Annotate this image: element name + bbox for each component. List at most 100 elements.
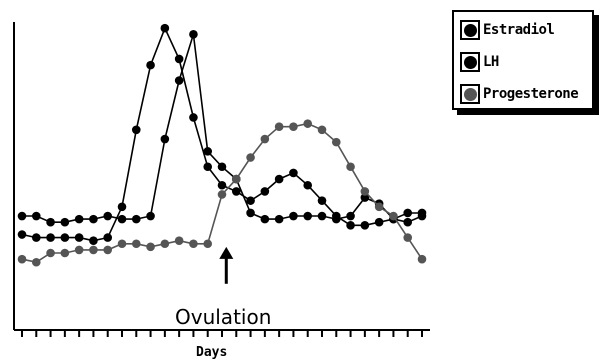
data-point <box>60 217 70 227</box>
data-point <box>417 254 427 264</box>
data-point <box>131 214 141 224</box>
data-point <box>374 202 384 212</box>
data-point <box>160 239 170 249</box>
data-point <box>289 211 298 221</box>
data-point <box>246 208 255 218</box>
legend-item-lh: LH <box>460 50 499 74</box>
data-point <box>346 162 355 172</box>
data-point <box>360 187 370 196</box>
data-point <box>189 239 198 249</box>
data-point <box>303 211 313 221</box>
data-point <box>17 254 27 264</box>
series-line-lh <box>21 26 423 242</box>
data-point <box>17 230 27 239</box>
data-point <box>360 193 370 202</box>
data-point <box>174 54 184 64</box>
x-axis-label: Days <box>196 345 228 360</box>
legend-label-progesterone: Progesterone <box>483 86 579 102</box>
data-point <box>289 122 298 132</box>
data-point <box>117 214 127 224</box>
data-point <box>146 60 155 70</box>
data-point <box>146 211 155 221</box>
data-point <box>131 125 141 135</box>
data-point <box>217 180 227 190</box>
data-point <box>74 214 84 224</box>
chart-axes <box>13 22 430 337</box>
data-point <box>260 187 270 196</box>
legend-label-estradiol: Estradiol <box>483 22 555 38</box>
data-point <box>74 233 84 242</box>
data-point <box>103 245 113 255</box>
data-point <box>131 239 141 249</box>
legend-box: Estradiol LH Progesterone <box>452 10 594 110</box>
data-point <box>189 113 198 122</box>
legend-item-estradiol: Estradiol <box>460 18 555 42</box>
data-point <box>260 214 270 224</box>
data-point <box>117 202 127 212</box>
data-point <box>160 134 170 144</box>
series-estradiol <box>17 30 427 227</box>
data-point <box>103 233 113 242</box>
data-point <box>303 119 313 128</box>
legend-label-lh: LH <box>483 54 499 70</box>
legend-swatch-lh <box>460 52 480 72</box>
data-point <box>246 153 255 162</box>
data-point <box>346 220 355 230</box>
annotation-layer <box>219 246 234 284</box>
series-progesterone <box>17 119 427 267</box>
legend-item-progesterone: Progesterone <box>460 82 579 106</box>
data-point <box>417 211 427 221</box>
data-point <box>346 211 355 221</box>
data-point <box>217 162 227 172</box>
data-point <box>31 211 41 221</box>
legend-dot-estradiol <box>463 23 477 37</box>
data-point <box>174 76 184 85</box>
legend-swatch-estradiol <box>460 20 480 40</box>
data-point <box>60 248 70 258</box>
data-point <box>274 122 284 132</box>
data-point <box>174 236 184 245</box>
data-point <box>317 211 327 221</box>
data-point <box>317 196 327 205</box>
data-point <box>274 174 284 184</box>
data-point <box>46 217 55 227</box>
data-point <box>274 214 284 224</box>
data-point <box>360 220 370 230</box>
data-point <box>17 211 27 221</box>
ovulation-arrow-head <box>219 246 234 259</box>
data-point <box>160 23 170 33</box>
data-point <box>203 147 213 156</box>
legend: Estradiol LH Progesterone <box>452 10 599 115</box>
data-point <box>374 217 384 227</box>
data-point <box>203 162 213 172</box>
legend-dot-lh <box>463 55 477 69</box>
data-point <box>403 217 413 227</box>
data-point <box>289 168 298 178</box>
data-point <box>117 239 127 249</box>
data-point <box>146 242 155 252</box>
data-point <box>303 180 313 190</box>
data-point <box>331 137 341 147</box>
data-point <box>60 233 70 242</box>
data-point <box>31 257 41 267</box>
legend-swatch-progesterone <box>460 84 480 104</box>
data-point <box>89 214 98 224</box>
data-point <box>331 211 341 221</box>
data-point <box>403 233 413 242</box>
legend-dot-progesterone <box>463 87 477 101</box>
data-point <box>203 239 213 249</box>
data-point <box>189 30 198 39</box>
data-point <box>89 236 98 245</box>
data-point <box>231 174 241 184</box>
data-point <box>89 245 98 255</box>
data-point <box>317 125 327 135</box>
data-point <box>246 196 255 205</box>
data-point <box>260 134 270 144</box>
ovulation-label: Ovulation <box>175 305 272 329</box>
data-point <box>231 187 241 196</box>
data-point <box>389 211 398 221</box>
series-layer <box>17 23 427 267</box>
data-point <box>31 233 41 242</box>
data-point <box>46 248 55 258</box>
data-point <box>217 190 227 199</box>
